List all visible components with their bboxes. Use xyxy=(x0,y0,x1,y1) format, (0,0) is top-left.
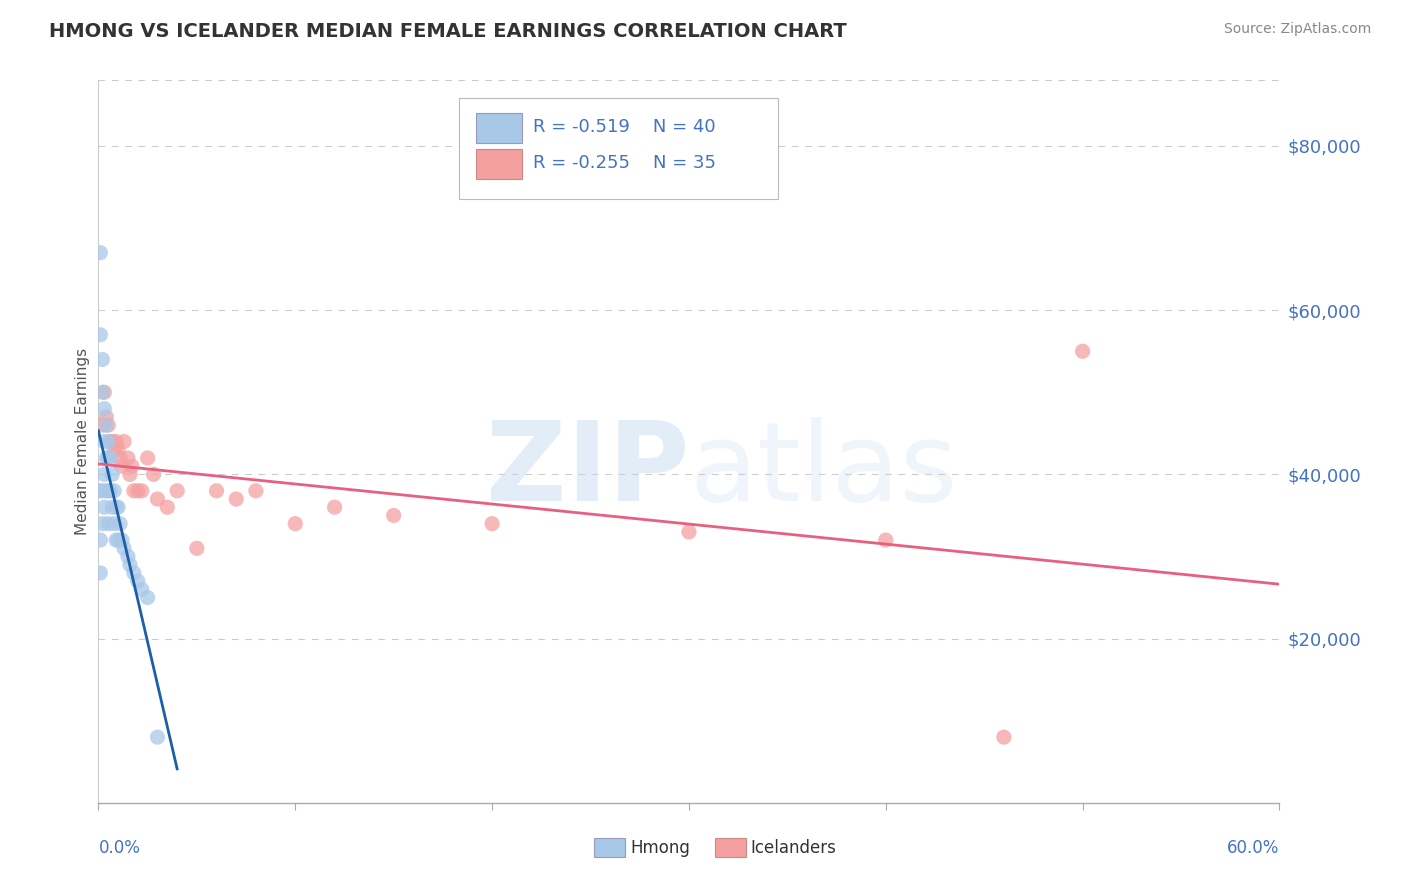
Text: Hmong: Hmong xyxy=(630,838,690,856)
Point xyxy=(245,483,267,498)
Text: ZIP: ZIP xyxy=(485,417,689,524)
Point xyxy=(107,500,129,515)
Point xyxy=(146,491,169,506)
Point xyxy=(97,450,120,465)
Point xyxy=(105,434,128,449)
Point xyxy=(91,418,114,433)
Point xyxy=(117,450,139,465)
Text: R = -0.255    N = 35: R = -0.255 N = 35 xyxy=(533,154,716,172)
Point xyxy=(98,483,121,498)
Point xyxy=(96,409,118,424)
Point xyxy=(117,549,139,564)
Point xyxy=(127,483,149,498)
Point xyxy=(89,483,111,498)
Point xyxy=(136,591,159,605)
FancyBboxPatch shape xyxy=(477,112,523,143)
Point xyxy=(93,467,115,482)
Point xyxy=(382,508,405,523)
Point xyxy=(96,483,118,498)
Point xyxy=(91,352,114,367)
Point xyxy=(111,533,134,547)
Point xyxy=(89,327,111,342)
Point xyxy=(89,533,111,547)
Point xyxy=(93,385,115,400)
Point xyxy=(1071,344,1094,359)
Point xyxy=(122,483,145,498)
Point xyxy=(205,483,228,498)
Text: Icelanders: Icelanders xyxy=(751,838,837,856)
Point xyxy=(131,483,153,498)
Point xyxy=(91,516,114,531)
Point xyxy=(97,418,120,433)
Point xyxy=(323,500,346,515)
Point xyxy=(875,533,897,547)
Point xyxy=(107,533,129,547)
Point xyxy=(98,434,121,449)
FancyBboxPatch shape xyxy=(458,98,778,200)
Point xyxy=(93,500,115,515)
Point xyxy=(103,483,125,498)
Point xyxy=(166,483,188,498)
Point xyxy=(993,730,1015,744)
Point xyxy=(156,500,179,515)
Point xyxy=(89,566,111,580)
Point xyxy=(91,385,114,400)
Point xyxy=(101,434,124,449)
Point xyxy=(118,467,141,482)
Point xyxy=(97,434,120,449)
Point xyxy=(91,483,114,498)
Point xyxy=(89,245,111,260)
Point xyxy=(97,516,120,531)
FancyBboxPatch shape xyxy=(595,838,626,857)
Point xyxy=(112,434,135,449)
Point xyxy=(96,450,118,465)
Point xyxy=(101,500,124,515)
Point xyxy=(103,516,125,531)
Point xyxy=(142,467,165,482)
Point xyxy=(93,401,115,416)
Point xyxy=(127,574,149,588)
Point xyxy=(105,533,128,547)
Point xyxy=(107,442,129,457)
Point xyxy=(122,566,145,580)
Point xyxy=(118,558,141,572)
Y-axis label: Median Female Earnings: Median Female Earnings xyxy=(75,348,90,535)
Text: R = -0.519    N = 40: R = -0.519 N = 40 xyxy=(533,119,716,136)
FancyBboxPatch shape xyxy=(477,149,523,179)
Text: Source: ZipAtlas.com: Source: ZipAtlas.com xyxy=(1223,22,1371,37)
Point xyxy=(101,467,124,482)
Text: HMONG VS ICELANDER MEDIAN FEMALE EARNINGS CORRELATION CHART: HMONG VS ICELANDER MEDIAN FEMALE EARNING… xyxy=(49,22,846,41)
FancyBboxPatch shape xyxy=(714,838,745,857)
Point xyxy=(111,459,134,474)
Point xyxy=(112,541,135,556)
Point xyxy=(481,516,503,531)
Point xyxy=(225,491,247,506)
Point xyxy=(131,582,153,597)
Text: 0.0%: 0.0% xyxy=(98,838,141,857)
Point xyxy=(98,450,121,465)
Point xyxy=(121,459,143,474)
Point xyxy=(96,418,118,433)
Point xyxy=(136,450,159,465)
Point xyxy=(97,483,120,498)
Point xyxy=(105,500,128,515)
Point xyxy=(146,730,169,744)
Point xyxy=(186,541,208,556)
Point xyxy=(108,450,131,465)
Text: atlas: atlas xyxy=(689,417,957,524)
Point xyxy=(284,516,307,531)
Text: 60.0%: 60.0% xyxy=(1227,838,1279,857)
Point xyxy=(103,442,125,457)
Point xyxy=(678,524,700,539)
Point xyxy=(93,434,115,449)
Point xyxy=(108,516,131,531)
